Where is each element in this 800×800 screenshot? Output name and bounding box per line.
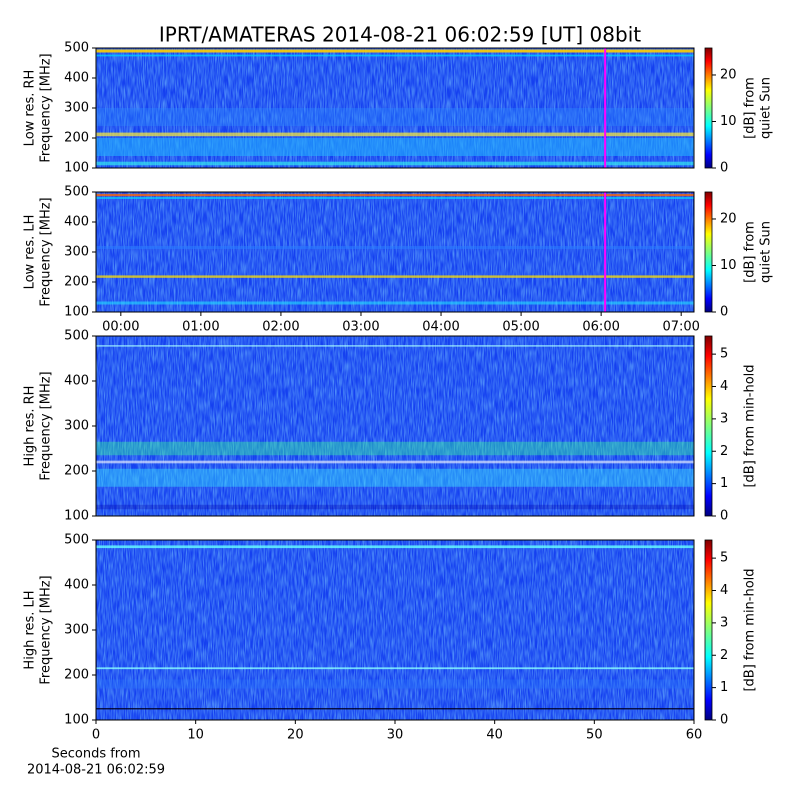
y-tick-label: 200 bbox=[64, 131, 89, 146]
spectrogram-band bbox=[96, 301, 694, 305]
colorbar-tick-label: 1 bbox=[720, 680, 728, 695]
y-tick-label: 100 bbox=[64, 161, 89, 176]
colorbar-label: quiet Sun bbox=[759, 221, 774, 283]
spectrogram-band bbox=[96, 197, 694, 199]
y-tick-label: 400 bbox=[64, 578, 89, 593]
colorbar-tick-label: 2 bbox=[720, 444, 728, 459]
x-tick-label: 05:00 bbox=[502, 320, 539, 335]
colorbar bbox=[704, 539, 713, 721]
spectrogram-band bbox=[96, 504, 694, 510]
colorbar-tick-label: 10 bbox=[720, 258, 737, 273]
y-tick-label: 200 bbox=[64, 464, 89, 479]
colorbar-label: quiet Sun bbox=[759, 77, 774, 139]
spectrogram-texture bbox=[96, 192, 694, 312]
y-tick-label: 300 bbox=[64, 245, 89, 260]
y-tick-label: 200 bbox=[64, 275, 89, 290]
spectrogram-band bbox=[96, 108, 694, 126]
spectrogram-band bbox=[96, 193, 694, 197]
colorbar-label: [dB] from min-hold bbox=[743, 364, 758, 487]
y-tick-label: 400 bbox=[64, 374, 89, 389]
x-axis-label: 2014-08-21 06:02:59 bbox=[27, 763, 165, 778]
y-tick-label: 100 bbox=[64, 509, 89, 524]
x-tick-label: 03:00 bbox=[342, 320, 379, 335]
colorbar bbox=[704, 335, 713, 517]
y-axis-label: High res. LH bbox=[23, 590, 38, 669]
colorbar bbox=[704, 191, 713, 313]
x-tick-label: 20 bbox=[287, 728, 304, 743]
y-axis-label: Frequency [MHz] bbox=[39, 197, 54, 306]
y-axis-label: Frequency [MHz] bbox=[39, 371, 54, 480]
spectrogram-band bbox=[96, 708, 694, 710]
colorbar bbox=[704, 47, 713, 169]
spectrogram-band bbox=[96, 468, 694, 487]
y-tick-label: 500 bbox=[64, 533, 89, 548]
spectrogram-band bbox=[96, 345, 694, 347]
y-tick-label: 300 bbox=[64, 623, 89, 638]
colorbar-tick-label: 0 bbox=[720, 305, 728, 320]
y-tick-label: 100 bbox=[64, 713, 89, 728]
colorbar-label: [dB] from bbox=[743, 221, 758, 283]
x-tick-label: 60 bbox=[686, 728, 703, 743]
y-tick-label: 300 bbox=[64, 419, 89, 434]
y-tick-label: 500 bbox=[64, 41, 89, 56]
x-tick-label: 02:00 bbox=[262, 320, 299, 335]
chart-title: IPRT/AMATERAS 2014-08-21 06:02:59 [UT] 0… bbox=[159, 23, 641, 47]
colorbar-tick-label: 20 bbox=[720, 211, 737, 226]
spectrogram-band bbox=[96, 246, 694, 249]
colorbar-tick-label: 20 bbox=[720, 67, 737, 82]
x-tick-label: 50 bbox=[586, 728, 603, 743]
y-tick-label: 300 bbox=[64, 101, 89, 116]
x-tick-label: 10 bbox=[187, 728, 204, 743]
y-tick-label: 400 bbox=[64, 215, 89, 230]
spectrogram-band bbox=[96, 54, 694, 57]
y-tick-label: 500 bbox=[64, 329, 89, 344]
x-tick-label: 00:00 bbox=[102, 320, 139, 335]
spectrogram-texture bbox=[96, 540, 694, 720]
spectrogram-band bbox=[96, 161, 694, 166]
colorbar-tick-label: 3 bbox=[720, 615, 728, 630]
colorbar-tick-label: 3 bbox=[720, 411, 728, 426]
x-tick-label: 40 bbox=[486, 728, 503, 743]
spectrogram-band bbox=[96, 667, 694, 670]
y-tick-label: 400 bbox=[64, 71, 89, 86]
spectrogram-band bbox=[96, 132, 694, 137]
x-tick-label: 07:00 bbox=[662, 320, 699, 335]
y-axis-label: Frequency [MHz] bbox=[39, 575, 54, 684]
colorbar-label: [dB] from bbox=[743, 77, 758, 139]
colorbar-tick-label: 4 bbox=[720, 379, 728, 394]
spectrogram-band bbox=[96, 679, 694, 689]
colorbar-tick-label: 0 bbox=[720, 509, 728, 524]
y-tick-label: 100 bbox=[64, 305, 89, 320]
y-axis-label: Low res. LH bbox=[23, 215, 38, 290]
colorbar-tick-label: 5 bbox=[720, 347, 728, 362]
y-tick-label: 500 bbox=[64, 185, 89, 200]
spectrogram-band bbox=[96, 460, 694, 464]
x-tick-label: 06:00 bbox=[582, 320, 619, 335]
colorbar-tick-label: 4 bbox=[720, 583, 728, 598]
spectrogram-band bbox=[96, 441, 694, 456]
colorbar-tick-label: 0 bbox=[720, 161, 728, 176]
colorbar-tick-label: 2 bbox=[720, 648, 728, 663]
y-axis-label: Low res. RH bbox=[23, 70, 38, 147]
y-axis-label: Frequency [MHz] bbox=[39, 53, 54, 162]
colorbar-label: [dB] from min-hold bbox=[743, 568, 758, 691]
spectrogram-band bbox=[96, 275, 694, 278]
x-tick-label: 01:00 bbox=[182, 320, 219, 335]
colorbar-tick-label: 0 bbox=[720, 713, 728, 728]
spectrogram-texture bbox=[96, 336, 694, 516]
y-tick-label: 200 bbox=[64, 668, 89, 683]
spectrogram-band bbox=[96, 138, 694, 156]
x-tick-label: 30 bbox=[387, 728, 404, 743]
x-tick-label: 0 bbox=[92, 728, 100, 743]
x-tick-label: 04:00 bbox=[422, 320, 459, 335]
spectrogram-band bbox=[96, 545, 694, 549]
y-axis-label: High res. RH bbox=[23, 386, 38, 467]
colorbar-tick-label: 1 bbox=[720, 476, 728, 491]
spectrogram-band bbox=[96, 49, 694, 53]
colorbar-tick-label: 5 bbox=[720, 551, 728, 566]
colorbar-tick-label: 10 bbox=[720, 114, 737, 129]
x-axis-label: Seconds from bbox=[51, 747, 140, 762]
